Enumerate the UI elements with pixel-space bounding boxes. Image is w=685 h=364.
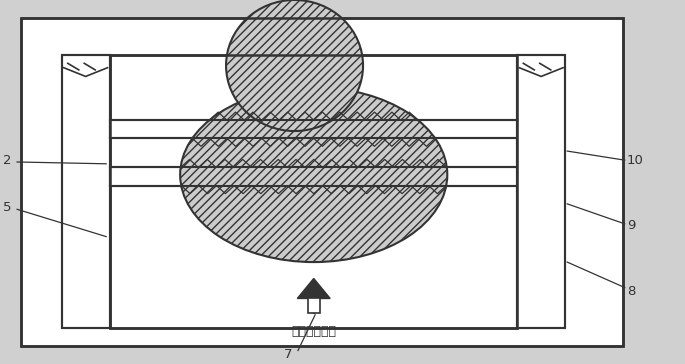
Polygon shape <box>297 278 330 298</box>
Bar <box>110 55 517 328</box>
Text: 9: 9 <box>627 219 635 232</box>
Bar <box>110 55 517 328</box>
Bar <box>62 55 110 328</box>
Bar <box>110 120 517 138</box>
Text: 10: 10 <box>627 154 644 167</box>
Ellipse shape <box>226 0 363 131</box>
Ellipse shape <box>180 87 447 262</box>
Bar <box>110 167 517 186</box>
Text: 5: 5 <box>3 201 12 214</box>
Bar <box>21 18 623 346</box>
Text: 煮层推进方向: 煮层推进方向 <box>291 325 336 338</box>
Text: 7: 7 <box>284 348 292 361</box>
Text: 2: 2 <box>3 154 12 167</box>
Bar <box>62 55 110 328</box>
Text: 8: 8 <box>627 285 635 298</box>
Bar <box>517 55 565 328</box>
Bar <box>308 298 320 313</box>
Bar <box>21 18 623 346</box>
Bar <box>517 55 565 328</box>
